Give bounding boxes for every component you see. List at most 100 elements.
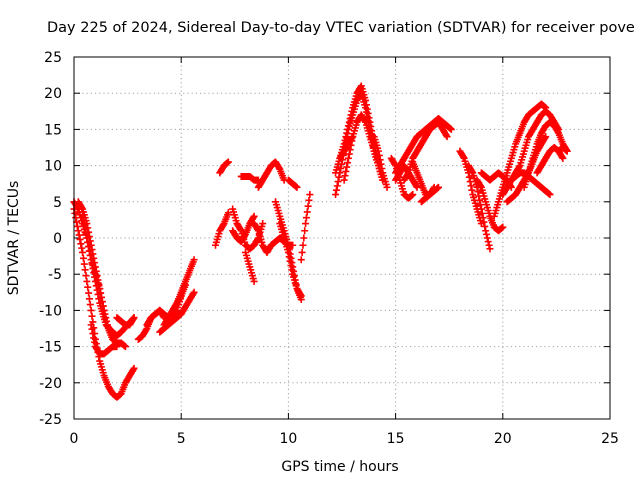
data-point <box>499 223 507 231</box>
data-point <box>301 227 309 235</box>
data-point <box>546 191 554 199</box>
data-point <box>563 147 571 155</box>
data-point <box>80 260 88 268</box>
data-point <box>347 111 355 119</box>
data-point <box>97 289 105 297</box>
data-point <box>129 366 137 374</box>
data-point <box>302 220 310 228</box>
data-series-arc-25 <box>332 89 387 199</box>
x-tick-label: 20 <box>494 431 512 447</box>
data-point <box>84 238 92 246</box>
data-point <box>480 218 488 226</box>
data-point <box>332 186 340 194</box>
data-point <box>443 133 451 141</box>
data-point <box>481 222 489 230</box>
data-series-arc-24 <box>284 176 301 191</box>
data-series-arc-12 <box>212 209 232 249</box>
data-point <box>346 115 354 123</box>
data-point <box>459 153 467 161</box>
data-point <box>121 343 129 351</box>
data-point <box>80 221 88 229</box>
chart-title: Day 225 of 2024, Sidereal Day-to-day VTE… <box>47 20 635 36</box>
data-point <box>85 295 93 303</box>
data-point <box>348 134 356 142</box>
data-series-arc-2 <box>70 205 138 401</box>
data-point <box>484 238 492 246</box>
y-tick-label: 15 <box>44 122 62 138</box>
data-point <box>176 293 184 301</box>
data-point <box>345 150 353 158</box>
data-point <box>413 183 421 191</box>
data-point <box>365 114 373 122</box>
data-point <box>467 182 475 190</box>
data-point <box>343 129 351 137</box>
data-point <box>89 330 97 338</box>
data-point <box>86 251 94 259</box>
data-series-arc-40 <box>490 100 550 220</box>
data-point <box>334 178 342 186</box>
data-point <box>275 164 283 172</box>
data-series-arc-22 <box>267 234 297 249</box>
data-point <box>344 154 352 162</box>
data-point <box>86 301 94 309</box>
data-point <box>190 288 198 296</box>
data-series-arc-33 <box>392 162 421 191</box>
data-point <box>85 243 93 251</box>
data-point <box>85 247 93 255</box>
data-point <box>486 245 494 253</box>
data-point <box>250 277 258 285</box>
data-point <box>142 326 150 334</box>
data-point <box>96 285 104 293</box>
data-point <box>113 343 121 351</box>
data-series-arc-6 <box>113 314 138 329</box>
plot-frame <box>73 56 611 420</box>
data-point <box>483 230 491 238</box>
data-point <box>378 164 386 172</box>
data-point <box>98 298 106 306</box>
data-point <box>344 159 352 167</box>
data-point <box>288 266 296 274</box>
data-point <box>130 314 138 322</box>
data-point <box>377 160 385 168</box>
x-tick-label: 0 <box>70 431 79 447</box>
data-point <box>83 234 91 242</box>
data-point <box>259 220 267 228</box>
data-series-arc-36 <box>456 147 485 228</box>
data-point <box>477 182 485 190</box>
data-point <box>286 257 294 265</box>
data-point <box>81 225 89 233</box>
data-series-arc-35 <box>417 183 442 206</box>
data-point <box>83 277 91 285</box>
data-point <box>306 191 314 199</box>
data-point <box>103 317 111 325</box>
data-point <box>298 248 306 256</box>
data-point <box>224 158 232 166</box>
x-tick-label: 15 <box>387 431 405 447</box>
y-axis-label: SDTVAR / TECUs <box>6 181 22 296</box>
data-point <box>364 109 372 117</box>
data-point <box>483 234 491 242</box>
data-point <box>342 133 350 141</box>
data-point <box>344 122 352 130</box>
y-tick-label: 20 <box>44 86 62 102</box>
data-point <box>85 289 93 297</box>
data-point <box>542 133 550 141</box>
data-point <box>71 209 79 217</box>
data-series-arc-23 <box>297 191 314 264</box>
data-point <box>91 338 99 346</box>
data-series-arc-28 <box>332 133 357 177</box>
data-point <box>219 221 227 229</box>
data-point <box>362 96 370 104</box>
data-point <box>102 314 110 322</box>
data-point <box>297 256 305 264</box>
data-point <box>87 306 95 314</box>
data-point <box>90 334 98 342</box>
data-point <box>129 315 137 323</box>
y-tick-label: 5 <box>53 195 62 211</box>
data-point <box>249 214 257 222</box>
data-point <box>375 151 383 159</box>
data-point <box>297 292 305 300</box>
y-tick-label: -5 <box>48 267 62 283</box>
data-point <box>78 204 86 212</box>
